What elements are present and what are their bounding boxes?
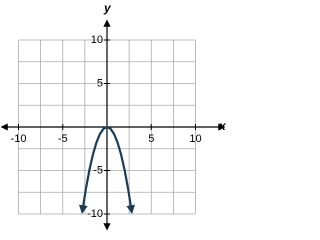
- curve: [78, 125, 136, 214]
- y-tick-label: -5: [93, 164, 103, 176]
- y-tick-label: 5: [97, 77, 103, 89]
- y-tick-label: -10: [87, 208, 103, 220]
- x-tick-label: -10: [11, 133, 27, 145]
- x-tick-label: -5: [58, 133, 68, 145]
- y-axis-label: y: [103, 1, 112, 15]
- x-tick-label: 5: [148, 133, 154, 145]
- chart: x y -10 -5 5 10 -10 -5 5 10: [0, 1, 227, 231]
- y-tick-label: 10: [91, 34, 103, 46]
- x-axis-label: x: [218, 119, 227, 133]
- x-tick-label: 10: [189, 133, 201, 145]
